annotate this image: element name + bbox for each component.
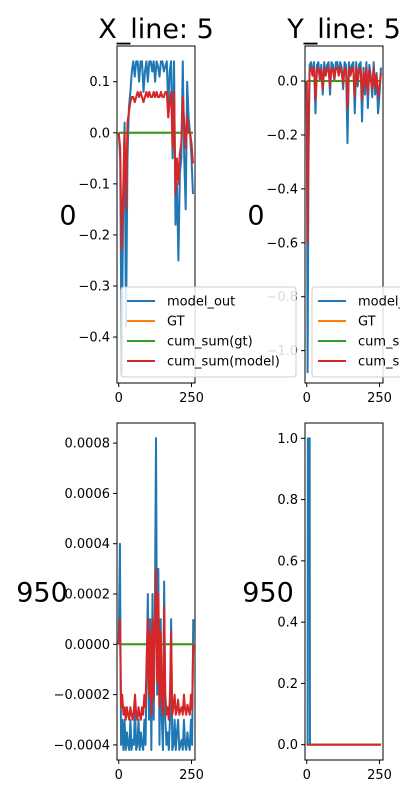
y-tick-label: 0.0	[89, 126, 110, 141]
row-label: 950	[16, 578, 68, 609]
series-line-model-out	[117, 437, 195, 751]
x-tick-label: 250	[179, 768, 204, 783]
y-tick-label: 0.0	[277, 75, 298, 90]
subplot-title: Y_line: 5	[286, 14, 400, 45]
legend-entry-label: GT	[167, 315, 185, 330]
legend: model_out GT cum_sum(gt) cum_sum(model)	[120, 286, 297, 378]
y-tick-label: −0.1	[78, 177, 110, 192]
y-tick-label: 0.1	[89, 75, 110, 90]
x-tick-label: 0	[115, 768, 123, 783]
y-tick-label: −0.0004	[54, 738, 110, 753]
x-tick-label: 250	[179, 391, 204, 406]
row-label: 0	[59, 201, 76, 232]
series-group	[305, 61, 382, 374]
subplot-2: 0.0008 0.0006 0.0004 0.0002 0.0000 −0.0002 −0.…	[16, 422, 204, 783]
x-tick-label: 0	[115, 391, 123, 406]
series-line-model-out	[306, 437, 381, 746]
legend-entry-label: GT	[358, 315, 376, 330]
x-tick-label: 250	[367, 768, 392, 783]
y-tick-label: 0.8	[277, 493, 298, 508]
y-tick-label: 0.2	[277, 677, 298, 692]
y-tick-label: 0.0	[277, 738, 298, 753]
y-tick-label: 0.0008	[65, 437, 111, 452]
y-tick-label: −0.0002	[54, 688, 110, 703]
axes-frame	[116, 45, 196, 384]
y-tick-label: −0.4	[266, 182, 298, 197]
subplot-title: X_line: 5	[98, 14, 214, 45]
row-label: 950	[242, 578, 294, 609]
legend: model_out GT cum_sum(gt) cum_sum(model)	[311, 286, 400, 378]
legend-entry-label: model_out	[167, 295, 235, 310]
x-tick-label: 0	[303, 391, 311, 406]
x-tick-label: 250	[367, 391, 392, 406]
y-tick-label: 1.0	[277, 432, 298, 447]
series-group	[117, 60, 194, 374]
legend-entry-label: cum_sum(gt)	[358, 335, 400, 350]
y-tick-label: 0.0000	[65, 638, 111, 653]
y-tick-label: 0.6	[277, 554, 298, 569]
axes-frame	[304, 45, 384, 384]
y-tick-label: 0.0006	[65, 487, 111, 502]
y-tick-label: −0.2	[266, 128, 298, 143]
legend-entry-label: model_out	[358, 295, 400, 310]
legend-entry-label: cum_sum(model)	[358, 355, 400, 370]
legend-entry-label: cum_sum(gt)	[167, 335, 253, 350]
series-group	[117, 437, 195, 751]
subplot-3: 1.0 0.8 0.6 0.4 0.2 0.0 0 250 950	[242, 422, 392, 783]
y-tick-label: −0.2	[78, 228, 110, 243]
axes-frame	[304, 422, 384, 761]
y-tick-label: 0.4	[277, 616, 298, 631]
y-tick-label: −0.3	[78, 279, 110, 294]
y-tick-label: 0.0002	[65, 588, 111, 603]
x-tick-label: 0	[303, 768, 311, 783]
y-tick-label: 0.0004	[65, 537, 111, 552]
y-tick-label: −0.4	[78, 331, 110, 346]
series-line-cum-sum-model-	[305, 66, 382, 244]
y-tick-label: −0.6	[266, 236, 298, 251]
subplot-0: 0.1 0.0 −0.1 −0.2 −0.3 −0.4 0 250 X_line: 5 0	[59, 14, 213, 406]
series-line-model-out	[117, 60, 194, 374]
series-group	[306, 437, 381, 746]
series-line-cum-sum-model-	[117, 567, 195, 721]
legend-entry-label: cum_sum(model)	[167, 355, 280, 370]
series-line-cum-sum-model-	[117, 90, 194, 252]
axes-frame	[116, 422, 196, 761]
row-label: 0	[247, 201, 264, 232]
legend-box	[120, 286, 297, 378]
